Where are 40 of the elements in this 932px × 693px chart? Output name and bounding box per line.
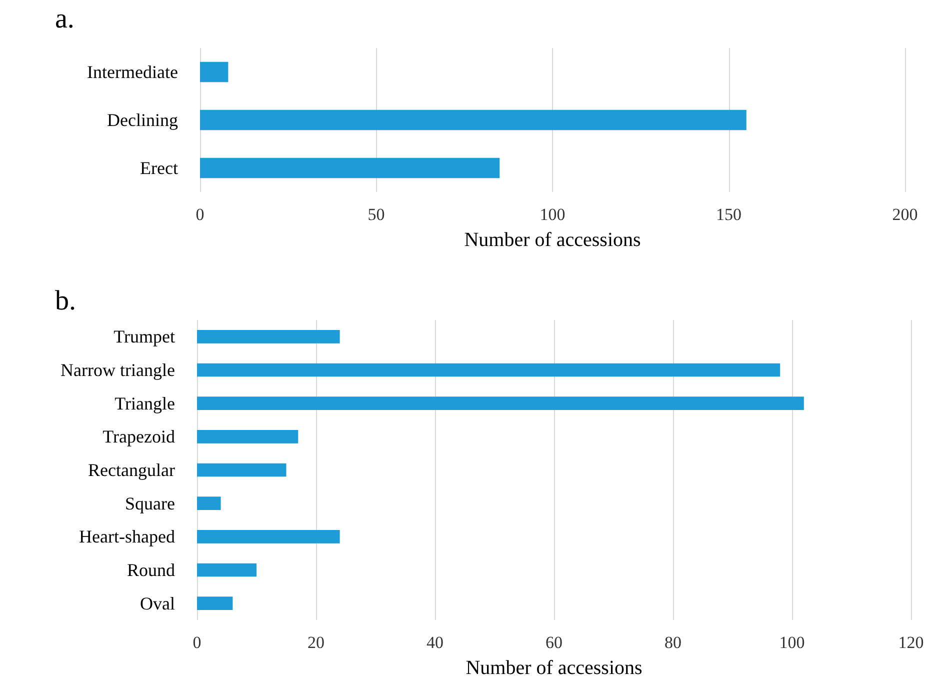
x-tick-label: 20 <box>308 633 324 652</box>
y-tick-label: Declining <box>107 110 178 130</box>
y-tick-label: Trapezoid <box>102 426 175 447</box>
bar <box>197 496 221 510</box>
y-tick-label: Intermediate <box>87 62 178 82</box>
chart-title: b. <box>55 286 76 316</box>
chart-title: a. <box>55 4 74 34</box>
bar <box>200 62 228 82</box>
x-axis-title: Number of accessions <box>466 657 643 679</box>
y-tick-label: Round <box>126 560 175 580</box>
x-tick-label: 100 <box>540 205 566 224</box>
bar <box>197 463 286 477</box>
x-tick-label: 50 <box>368 205 385 224</box>
bar <box>197 563 256 577</box>
y-tick-label: Oval <box>140 593 175 614</box>
x-tick-label: 40 <box>426 633 444 652</box>
y-tick-label: Trumpet <box>114 326 175 347</box>
x-tick-label: 100 <box>779 633 805 652</box>
bar <box>197 430 298 444</box>
x-tick-label: 80 <box>664 633 682 652</box>
bar <box>197 530 340 544</box>
x-tick-label: 60 <box>546 633 562 652</box>
bar <box>197 363 780 377</box>
x-tick-label: 0 <box>192 633 202 652</box>
x-tick-label: 0 <box>196 205 204 224</box>
y-tick-label: Heart-shaped <box>79 526 175 547</box>
bar <box>200 110 746 130</box>
bar <box>200 158 500 178</box>
x-axis-title: Number of accessions <box>464 229 642 251</box>
bar <box>197 596 233 610</box>
y-tick-label: Triangle <box>114 393 176 414</box>
x-tick-label: 200 <box>892 205 918 224</box>
x-tick-label: 150 <box>716 205 742 224</box>
y-tick-label: Narrow triangle <box>60 360 176 380</box>
bar <box>197 330 340 344</box>
y-tick-label: Rectangular <box>88 460 175 480</box>
x-tick-label: 120 <box>898 633 924 652</box>
y-tick-label: Erect <box>140 158 178 178</box>
y-tick-label: Square <box>125 493 176 514</box>
bar <box>197 396 804 410</box>
